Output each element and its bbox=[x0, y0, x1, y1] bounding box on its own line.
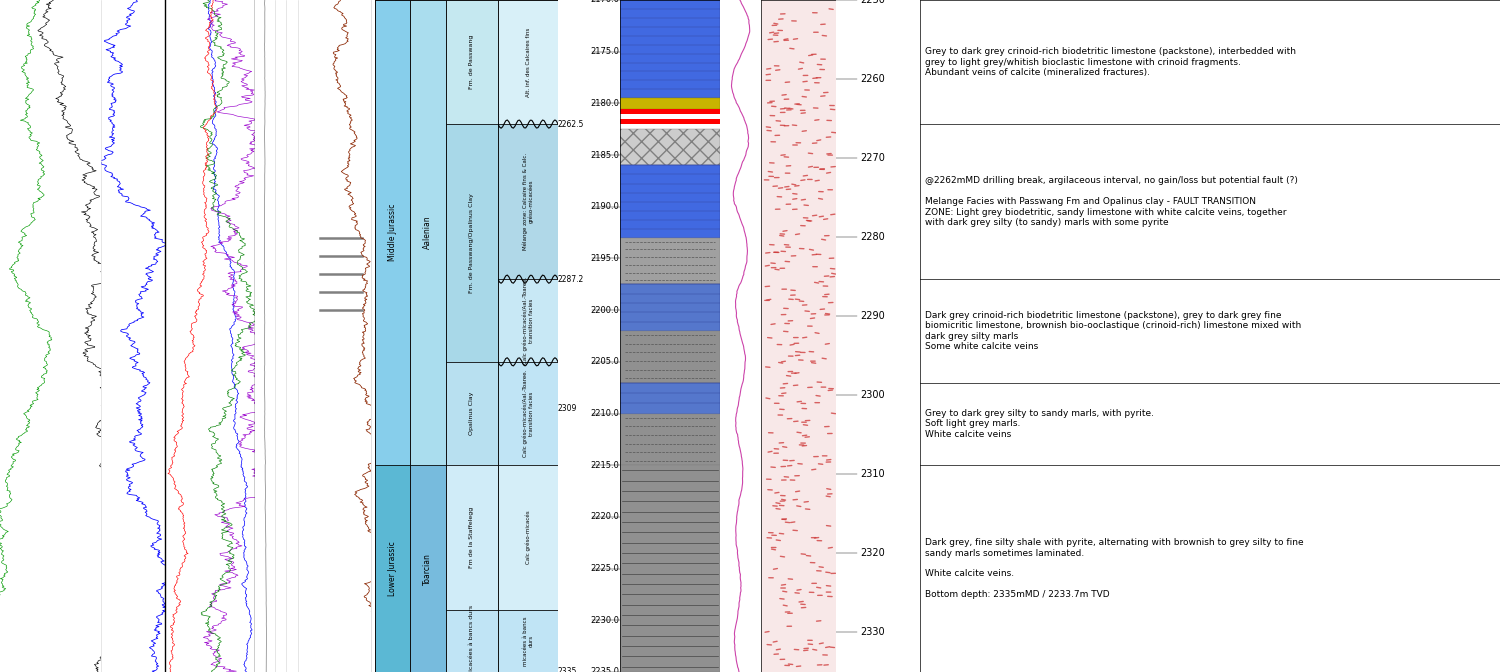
Text: Dark grey crinoid-rich biodetritic limestone (packstone), grey to dark grey fine: Dark grey crinoid-rich biodetritic limes… bbox=[926, 310, 1302, 351]
Text: 2220.0: 2220.0 bbox=[591, 513, 620, 521]
Bar bbox=[620, 465, 720, 672]
Text: Calc gréso-micacés/Aal.-Toaree.
transition facies: Calc gréso-micacés/Aal.-Toaree. transiti… bbox=[522, 277, 534, 364]
Text: Mélange zone: Calcaire fins & Calc.
gréso-micacées: Mélange zone: Calcaire fins & Calc. grés… bbox=[522, 153, 534, 250]
Bar bbox=[498, 0, 558, 124]
Text: 2310: 2310 bbox=[861, 469, 885, 479]
Text: 2309: 2309 bbox=[558, 404, 578, 413]
Bar bbox=[375, 465, 410, 672]
Text: Alt. inf. des Calcaires fins: Alt. inf. des Calcaires fins bbox=[525, 28, 531, 97]
Text: 2190.0: 2190.0 bbox=[591, 202, 620, 211]
Bar bbox=[620, 284, 720, 331]
Bar bbox=[620, 119, 720, 124]
Text: Lower Jurassic: Lower Jurassic bbox=[387, 541, 396, 596]
Text: 2290: 2290 bbox=[861, 311, 885, 321]
Text: Grey to dark grey silty to sandy marls, with pyrite.
Soft light grey marls.
Whit: Grey to dark grey silty to sandy marls, … bbox=[926, 409, 1155, 439]
Bar bbox=[498, 279, 558, 362]
Bar bbox=[620, 129, 720, 165]
Text: Toarcian: Toarcian bbox=[423, 552, 432, 585]
Text: 2210.0: 2210.0 bbox=[591, 409, 620, 418]
Text: Calc gréso-micacés/Aal.-Toaree.
transition facies: Calc gréso-micacés/Aal.-Toaree. transiti… bbox=[522, 370, 534, 457]
Text: Aalenian: Aalenian bbox=[423, 216, 432, 249]
Text: Grey to dark grey crinoid-rich biodetritic limestone (packstone), interbedded wi: Grey to dark grey crinoid-rich biodetrit… bbox=[926, 47, 1296, 77]
Bar bbox=[498, 124, 558, 279]
Text: 2200.0: 2200.0 bbox=[591, 306, 620, 314]
Text: 2300: 2300 bbox=[861, 390, 885, 401]
Bar bbox=[410, 0, 446, 465]
Bar bbox=[446, 0, 498, 124]
Bar bbox=[498, 362, 558, 465]
Text: 2320: 2320 bbox=[861, 548, 885, 558]
Bar bbox=[620, 331, 720, 382]
Text: 2260: 2260 bbox=[861, 74, 885, 84]
Text: 2330: 2330 bbox=[861, 628, 885, 638]
Bar bbox=[446, 465, 498, 610]
Text: Middle Jurassic: Middle Jurassic bbox=[387, 204, 396, 261]
Bar bbox=[446, 124, 498, 362]
Bar bbox=[620, 114, 720, 119]
Bar bbox=[620, 0, 720, 98]
Bar bbox=[446, 362, 498, 465]
Bar bbox=[620, 382, 720, 413]
Bar bbox=[498, 610, 558, 672]
Text: 2335: 2335 bbox=[558, 667, 578, 672]
Text: 2235.0: 2235.0 bbox=[591, 667, 620, 672]
Text: 2287.2: 2287.2 bbox=[558, 275, 585, 284]
Bar bbox=[620, 165, 720, 238]
Text: 2262.5: 2262.5 bbox=[558, 120, 585, 128]
Bar bbox=[620, 124, 720, 129]
Text: 2250: 2250 bbox=[861, 0, 885, 5]
Text: Calc gréso-micacés: Calc gréso-micacés bbox=[525, 511, 531, 564]
Text: 2170.0: 2170.0 bbox=[591, 0, 620, 5]
Text: 2205.0: 2205.0 bbox=[591, 358, 620, 366]
Bar bbox=[410, 465, 446, 672]
Text: Fm de la Staffelegg: Fm de la Staffelegg bbox=[470, 507, 474, 569]
Text: Fm. de Passwang/Opalinus Clay: Fm. de Passwang/Opalinus Clay bbox=[470, 193, 474, 293]
Text: 2215.0: 2215.0 bbox=[591, 461, 620, 470]
Text: micacées à bancs durs: micacées à bancs durs bbox=[470, 605, 474, 672]
Bar bbox=[620, 109, 720, 114]
Text: Fm. de Passwang: Fm. de Passwang bbox=[470, 35, 474, 89]
Text: 2180.0: 2180.0 bbox=[591, 99, 620, 108]
Bar bbox=[620, 413, 720, 465]
Text: @2262mMD drilling break, argilaceous interval, no gain/loss but potential fault : @2262mMD drilling break, argilaceous int… bbox=[926, 176, 1298, 227]
Text: 2195.0: 2195.0 bbox=[591, 254, 620, 263]
Text: 2280: 2280 bbox=[861, 233, 885, 242]
Text: micacées à bancs
durs: micacées à bancs durs bbox=[522, 616, 534, 666]
Text: 2230.0: 2230.0 bbox=[591, 616, 620, 625]
Text: 2270: 2270 bbox=[861, 153, 885, 163]
Bar bbox=[620, 98, 720, 109]
Text: 2175.0: 2175.0 bbox=[591, 47, 620, 56]
Bar bbox=[620, 238, 720, 284]
Text: Opalinus Clay: Opalinus Clay bbox=[470, 392, 474, 435]
Bar bbox=[498, 465, 558, 610]
Bar bbox=[375, 0, 410, 465]
Text: 2185.0: 2185.0 bbox=[591, 151, 620, 159]
Bar bbox=[446, 610, 498, 672]
Text: Dark grey, fine silty shale with pyrite, alternating with brownish to grey silty: Dark grey, fine silty shale with pyrite,… bbox=[926, 538, 1304, 599]
Text: 2225.0: 2225.0 bbox=[591, 564, 620, 573]
